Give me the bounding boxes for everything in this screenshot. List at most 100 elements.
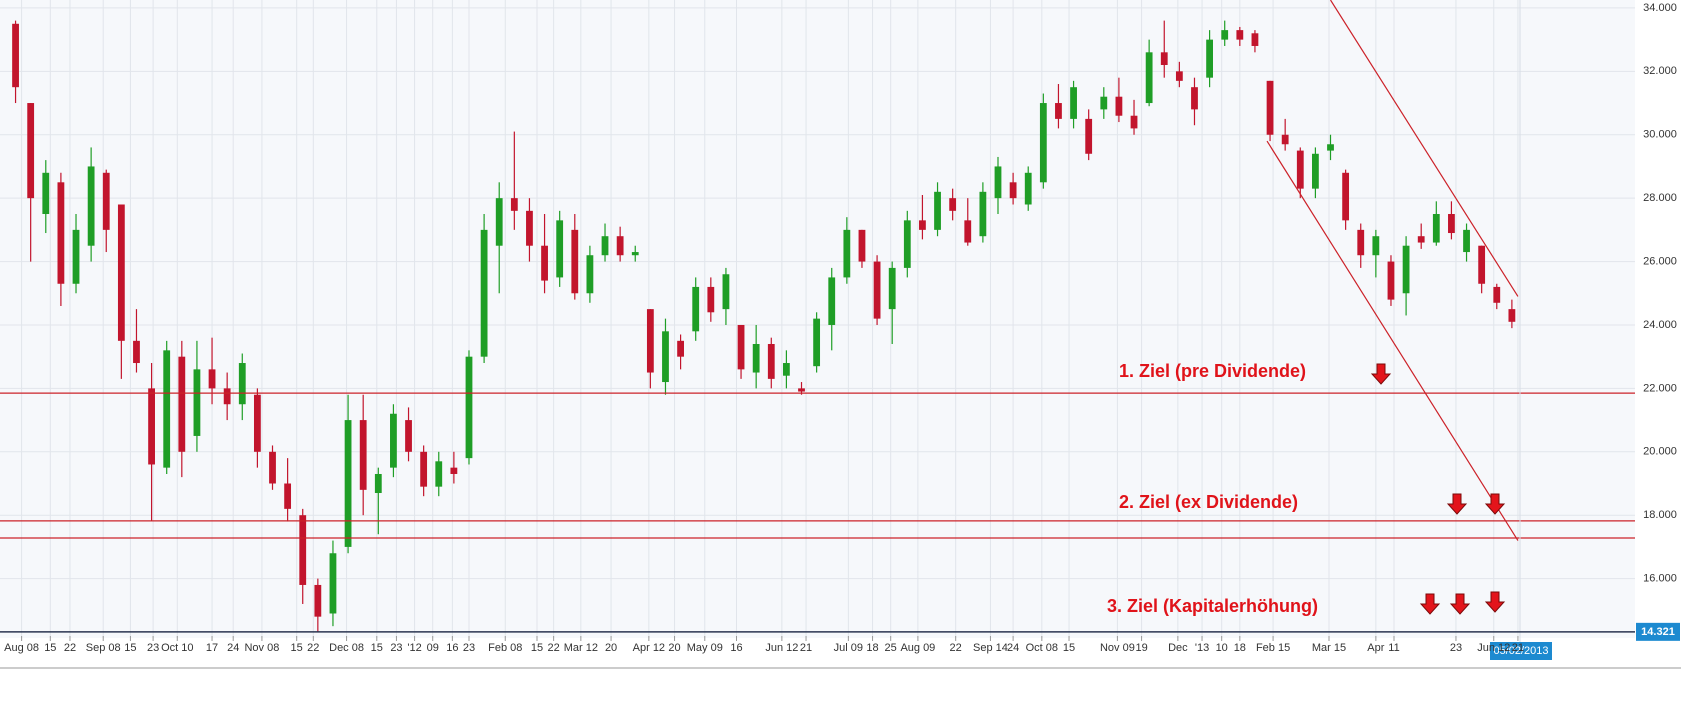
trend-line <box>1266 140 1519 541</box>
y-tick-label: 22.000 <box>1643 382 1677 394</box>
x-tick-label: 21 <box>1512 642 1524 654</box>
candle-body <box>72 229 80 284</box>
x-tick-label: 24 <box>1007 642 1019 654</box>
candle-body <box>722 274 730 310</box>
x-tick-label: Dec 08 <box>329 642 364 654</box>
candle-body <box>1009 182 1017 199</box>
candle-body <box>828 277 836 325</box>
candle-body <box>1145 52 1153 104</box>
x-tick-label: 20 <box>668 642 680 654</box>
marks <box>0 0 1635 633</box>
candle-body <box>571 229 579 294</box>
candle-body <box>435 461 443 487</box>
x-tick-label: Jun 12 <box>1477 642 1510 654</box>
candle-body <box>57 182 65 284</box>
candle-body <box>510 198 518 211</box>
candle-body <box>1206 39 1213 78</box>
x-tick-label: 20 <box>605 642 617 654</box>
last-price-box <box>1636 622 1680 641</box>
candle-body <box>1417 236 1425 243</box>
candle-body <box>1100 96 1108 110</box>
candle-body <box>1175 71 1183 81</box>
candle-body <box>934 191 941 230</box>
y-tick-label: 24.000 <box>1643 319 1677 331</box>
x-tick-label: 15 <box>371 642 383 654</box>
candle-body <box>707 286 715 313</box>
x-tick-label: 25 <box>885 642 897 654</box>
x-tick-label: Jun 12 <box>765 642 798 654</box>
x-tick-label: 16 <box>446 642 458 654</box>
candle-body <box>1024 172 1032 205</box>
x-tick-label: 22 <box>64 642 76 654</box>
x-tick-label: 15 <box>44 642 56 654</box>
candle-body <box>541 245 548 281</box>
annotation: 2. Ziel (ex Dividende) <box>1119 492 1298 512</box>
candle-body <box>480 229 488 357</box>
x-tick-label: Mar 15 <box>1312 642 1346 654</box>
x-tick-label: 23 <box>463 642 475 654</box>
candle-body <box>1070 87 1077 119</box>
candle-body <box>843 229 851 278</box>
candle-body <box>1342 172 1350 221</box>
y-tick-label: 20.000 <box>1643 446 1677 458</box>
x-tick-label: Oct 10 <box>161 642 193 654</box>
candle-body <box>1508 309 1516 322</box>
candle-body <box>979 191 987 237</box>
x-tick-label: 10 <box>1216 642 1228 654</box>
y-tick-label: 30.000 <box>1643 129 1677 141</box>
candle-body <box>858 229 866 262</box>
candle-body <box>1448 214 1455 234</box>
candle-body <box>1402 245 1410 294</box>
candle-body <box>359 420 367 490</box>
annotation: 3. Ziel (Kapitalerhöhung) <box>1107 596 1318 616</box>
x-tick-label: May 09 <box>687 642 723 654</box>
candle-body <box>556 220 564 278</box>
candle-body <box>27 103 35 199</box>
crosshair-label: 05/02/2013 <box>1493 645 1548 657</box>
x-tick-label: Feb 08 <box>488 642 522 654</box>
x-tick-label: 24 <box>227 642 239 654</box>
trend-line <box>1330 0 1519 297</box>
x-tick-label: Feb 15 <box>1256 642 1290 654</box>
candle-body <box>405 420 412 452</box>
candle-body <box>1387 261 1395 300</box>
candle-body <box>329 553 337 614</box>
candle-body <box>1115 96 1123 116</box>
x-tick-label: Apr 12 <box>633 642 665 654</box>
candle-body <box>299 515 307 585</box>
y-tick-label: 16.000 <box>1643 573 1677 585</box>
annotation: 1. Ziel (pre Dividende) <box>1119 361 1306 381</box>
candle-body <box>420 451 428 487</box>
candle-body <box>42 172 50 215</box>
candle-body <box>1130 115 1138 129</box>
x-tick-label: 22 <box>307 642 319 654</box>
candle-body <box>193 369 201 436</box>
x-tick-label: Dec <box>1168 642 1188 654</box>
candle-body <box>631 252 639 256</box>
candle-body <box>964 220 972 243</box>
candle-body <box>1236 30 1244 40</box>
x-tick-label: 22 <box>548 642 560 654</box>
candle-body <box>1311 153 1319 189</box>
candle-body <box>1221 30 1229 40</box>
candle-body <box>269 451 276 484</box>
candle-body <box>450 467 458 474</box>
candle-body <box>1478 245 1486 284</box>
x-tick-label: Jul 09 <box>834 642 863 654</box>
candle-body <box>374 473 382 494</box>
x-tick-label: 15 <box>531 642 543 654</box>
x-tick-label: 22 <box>950 642 962 654</box>
x-tick-label: Aug 08 <box>4 642 39 654</box>
candle-body <box>1055 103 1062 119</box>
y-tick-label: 18.000 <box>1643 509 1677 521</box>
candle-body <box>238 363 246 405</box>
x-tick-label: Nov 09 <box>1100 642 1135 654</box>
x-tick-label: 15 <box>124 642 136 654</box>
candle-body <box>737 324 745 370</box>
last-price-label: 14.321 <box>1641 626 1675 638</box>
candle-body <box>813 318 821 367</box>
candle-body <box>87 166 95 246</box>
candle-body <box>616 236 624 256</box>
y-tick-label: 32.000 <box>1643 65 1677 77</box>
x-tick-label: 09 <box>427 642 439 654</box>
